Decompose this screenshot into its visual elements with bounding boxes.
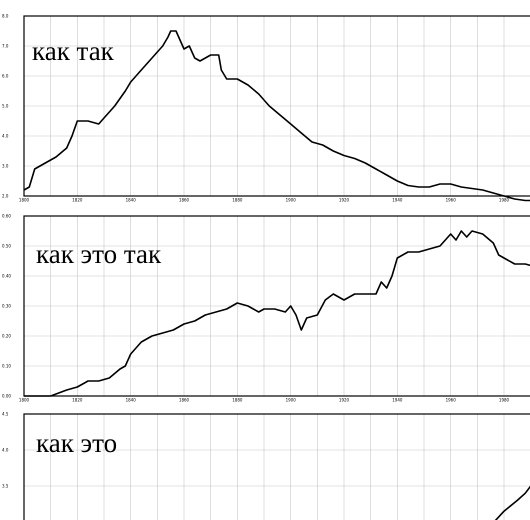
y-tick-label: 8.0 [2,14,9,19]
y-tick-label: 0.30 [2,304,11,309]
chart-grid [24,216,530,396]
x-tick-label: 1980 [499,198,510,203]
series-line [494,485,530,520]
x-axis-ticks: 1800 1820 1840 1860 1880 1900 1920 1940 1960 1980 [19,398,510,403]
x-tick-label: 1860 [179,398,190,403]
y-tick-label: 0.50 [2,244,11,249]
chart-panel-3: 3.5 4.0 4.5 как это [2,412,530,520]
plot-frame [23,413,530,520]
y-tick-label: 3.5 [2,484,9,489]
x-tick-label: 1900 [286,198,297,203]
y-tick-label: 4.0 [2,134,9,139]
x-axis-ticks: 1800 1820 1840 1860 1880 1900 1920 1940 1960 1980 [19,198,510,203]
y-tick-label: 2.0 [2,194,9,199]
chart-grid [24,414,530,520]
x-tick-label: 1820 [72,398,83,403]
plot-frame [23,215,530,397]
x-tick-label: 1840 [126,198,137,203]
x-tick-label: 1940 [392,198,403,203]
x-tick-label: 1820 [72,198,83,203]
x-tick-label: 1940 [392,398,403,403]
x-tick-label: 1960 [446,198,457,203]
series-line [24,230,530,397]
y-axis-ticks: 2.0 3.0 4.0 5.0 6.0 7.0 8.0 [2,14,9,199]
x-tick-label: 1880 [232,398,243,403]
x-tick-label: 1860 [179,198,190,203]
y-tick-label: 6.0 [2,74,9,79]
x-tick-label: 1980 [499,398,510,403]
y-axis-ticks: 0.00 0.10 0.20 0.30 0.40 0.50 0.60 [2,214,11,399]
chart-panel-1: 2.03.04.05.06.07.08.0 1800 1820 1840 1860 18… [2,14,530,203]
y-tick-label: 4.0 [2,448,9,453]
y-tick-label: 0.20 [2,334,11,339]
x-tick-label: 1800 [19,198,30,203]
x-tick-label: 1920 [339,198,350,203]
chart-title: как так [32,36,115,66]
y-tick-label: 0.40 [2,274,11,279]
y-tick-label: 4.5 [2,412,9,417]
y-tick-label: 5.0 [2,104,9,109]
x-tick-label: 1800 [19,398,30,403]
chart-title: как это [36,428,117,458]
y-tick-label: 0.00 [2,394,11,399]
plot-frame [23,15,530,197]
x-tick-label: 1920 [339,398,350,403]
y-tick-label: 0.10 [2,364,11,369]
y-axis-ticks: 3.5 4.0 4.5 [2,412,9,489]
x-tick-label: 1840 [126,398,137,403]
x-tick-label: 1880 [232,198,243,203]
series-line [23,30,530,202]
x-tick-label: 1960 [446,398,457,403]
chart-panel-2: 0.00 0.10 0.20 0.30 0.40 0.50 0.60 1800 1820 184… [2,214,530,403]
y-tick-label: 7.0 [2,44,9,49]
y-tick-label: 0.60 [2,214,11,219]
chart-title: как это так [36,239,162,269]
x-tick-label: 1900 [286,398,297,403]
chart-grid [24,16,530,196]
y-tick-label: 3.0 [2,164,9,169]
